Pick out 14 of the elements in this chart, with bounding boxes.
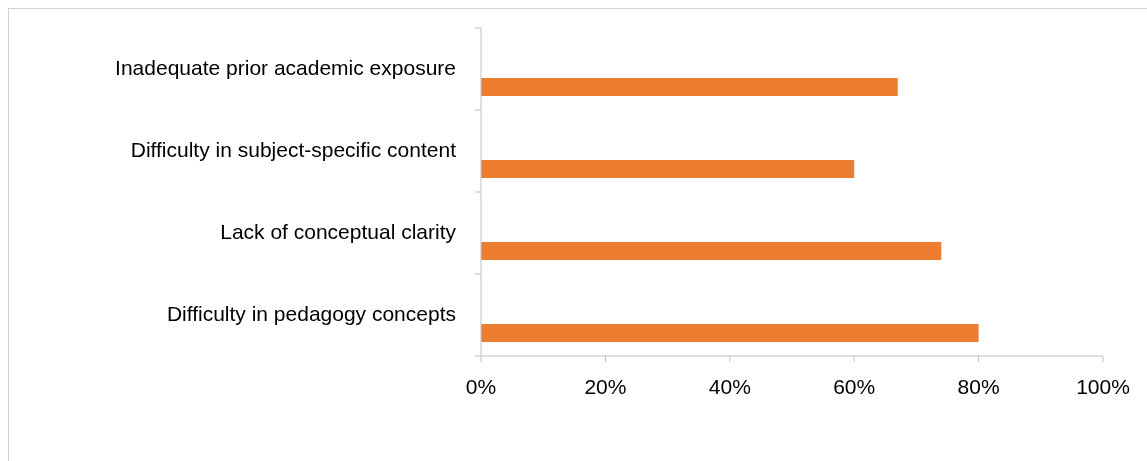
x-tick-label: 40%	[708, 375, 751, 398]
y-tick-label: Inadequate prior academic exposure	[115, 55, 456, 79]
y-tick-label: Difficulty in pedagogy concepts	[166, 301, 456, 325]
x-tick-label: 60%	[833, 375, 876, 398]
bar	[481, 324, 979, 342]
x-tick-label: 100%	[1076, 375, 1130, 398]
y-tick-label: Difficulty in subject-specific content	[130, 137, 457, 161]
bar	[481, 242, 942, 260]
x-tick-label: 80%	[957, 375, 1000, 398]
bar	[481, 160, 855, 178]
x-tick-label: 0%	[465, 375, 497, 398]
bar	[481, 78, 898, 96]
y-tick-label: Lack of conceptual clarity	[220, 219, 457, 243]
x-tick-label: 20%	[584, 375, 627, 398]
